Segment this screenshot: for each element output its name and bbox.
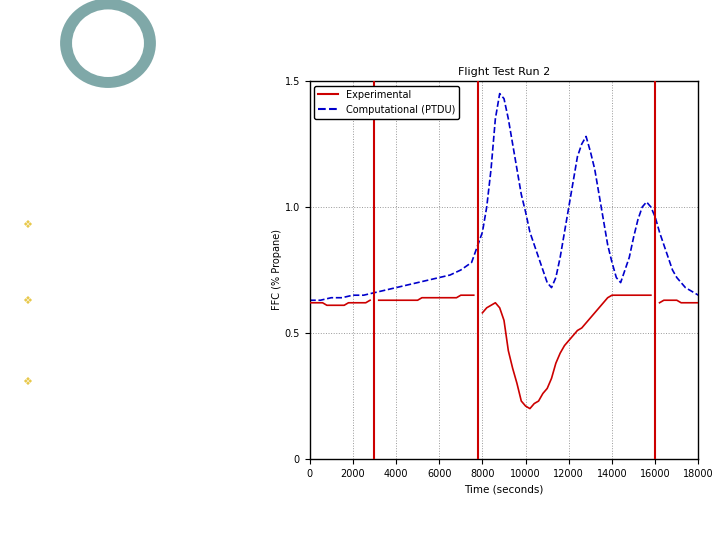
Text: Normal input data set
used.: Normal input data set used. [55,296,179,319]
Text: Data does not match
computational data
once the plane ascends.: Data does not match computational data o… [55,377,190,413]
Y-axis label: FFC (% Propane): FFC (% Propane) [271,230,282,310]
Title: Flight Test Run 2: Flight Test Run 2 [458,68,550,77]
Text: ❖: ❖ [22,296,32,306]
Text: Flight Test: Flight Test [27,130,144,148]
Text: Altitude Chamber
correlations used.: Altitude Chamber correlations used. [55,220,156,243]
X-axis label: Time (seconds): Time (seconds) [464,484,544,494]
Circle shape [73,11,143,76]
Circle shape [58,0,158,91]
Text: ❖: ❖ [22,220,32,230]
Text: ❖: ❖ [22,377,32,387]
Legend: Experimental, Computational (PTDU): Experimental, Computational (PTDU) [315,86,459,118]
